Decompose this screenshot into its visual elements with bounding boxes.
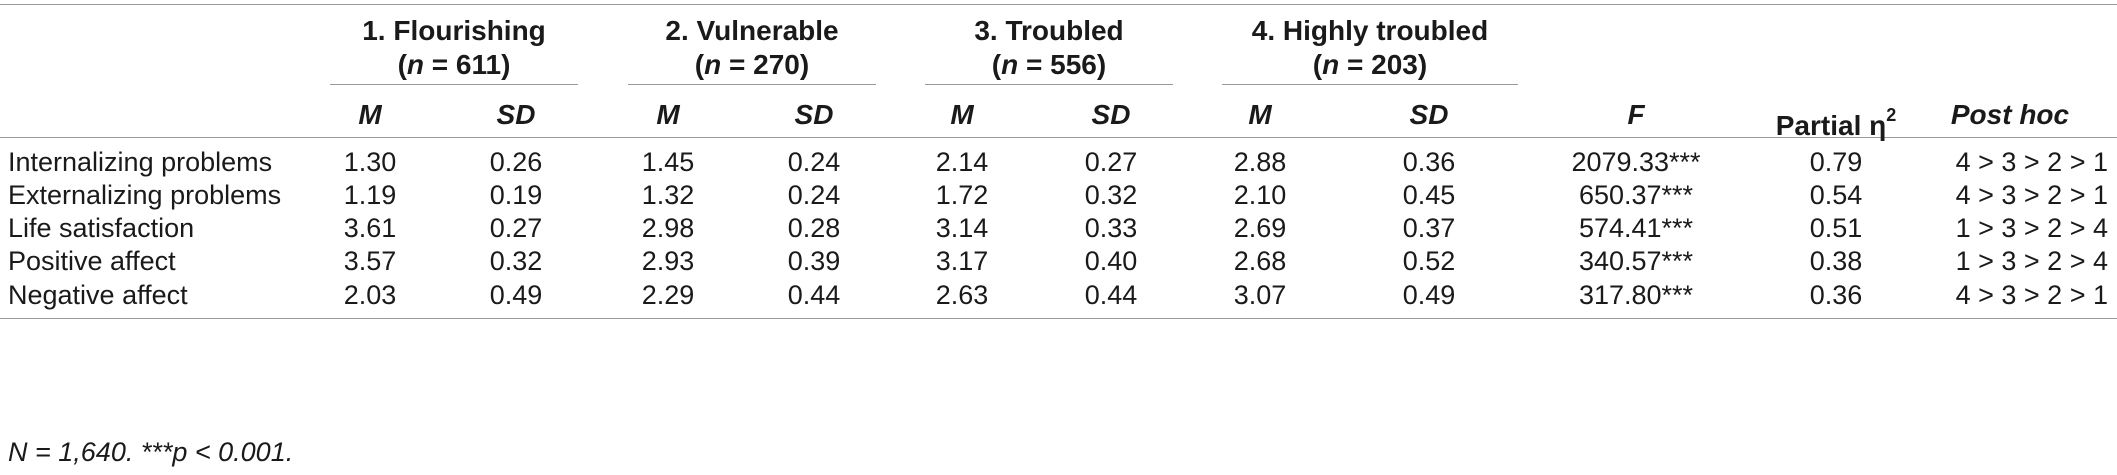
header-m-3: M — [950, 99, 974, 130]
group-header-3: 3. Troubled (n = 556) — [974, 15, 1124, 80]
cell-m2: 2.98 — [641, 213, 695, 243]
cell-sd3: 0.32 — [1084, 180, 1138, 210]
table-footnote: N = 1,640. ***p < 0.001. — [8, 437, 294, 467]
row-label: Life satisfaction — [8, 213, 195, 243]
group-underline-2 — [628, 84, 876, 85]
cell-sd2: 0.24 — [787, 147, 841, 177]
group-header-1: 1. Flourishing (n = 611) — [362, 15, 546, 80]
group-header-2: 2. Vulnerable (n = 270) — [665, 15, 839, 80]
cell-sd4: 0.52 — [1402, 246, 1456, 276]
cell-m1: 1.19 — [343, 180, 397, 210]
cell-sd1: 0.49 — [489, 280, 543, 310]
cell-m1: 3.57 — [343, 246, 397, 276]
cell-m2: 1.45 — [641, 147, 695, 177]
cell-m4: 2.69 — [1233, 213, 1287, 243]
cell-sd4: 0.45 — [1402, 180, 1456, 210]
cell-m3: 3.14 — [935, 213, 989, 243]
row-label: Negative affect — [8, 280, 188, 310]
cell-sd4: 0.37 — [1402, 213, 1456, 243]
row-label: Positive affect — [8, 246, 176, 276]
cell-posthoc: 4 > 3 > 2 > 1 — [1955, 280, 2108, 310]
cell-sd2: 0.44 — [787, 280, 841, 310]
group-underline-1 — [330, 84, 578, 85]
cell-eta: 0.51 — [1809, 213, 1863, 243]
cell-sd2: 0.28 — [787, 213, 841, 243]
cell-m1: 3.61 — [343, 213, 397, 243]
cell-m2: 2.29 — [641, 280, 695, 310]
header-sd-2: SD — [794, 99, 834, 130]
cell-eta: 0.79 — [1809, 147, 1863, 177]
cell-m2: 2.93 — [641, 246, 695, 276]
header-rule — [0, 137, 2117, 138]
cell-f: 340.57*** — [1578, 246, 1694, 276]
cell-f: 2079.33*** — [1571, 147, 1701, 177]
cell-f: 574.41*** — [1578, 213, 1694, 243]
cell-m2: 1.32 — [641, 180, 695, 210]
header-m-1: M — [358, 99, 382, 130]
group-underline-3 — [925, 84, 1173, 85]
row-label: Externalizing problems — [8, 180, 282, 210]
cell-posthoc: 1 > 3 > 2 > 4 — [1955, 213, 2108, 243]
cell-eta: 0.36 — [1809, 280, 1863, 310]
cell-eta: 0.54 — [1809, 180, 1863, 210]
cell-m3: 3.17 — [935, 246, 989, 276]
cell-f: 317.80*** — [1578, 280, 1694, 310]
cell-m4: 3.07 — [1233, 280, 1287, 310]
header-m-4: M — [1248, 99, 1272, 130]
cell-sd4: 0.49 — [1402, 280, 1456, 310]
cell-m4: 2.68 — [1233, 246, 1287, 276]
bottom-rule — [0, 318, 2117, 319]
cell-m1: 2.03 — [343, 280, 397, 310]
cell-posthoc: 1 > 3 > 2 > 4 — [1955, 246, 2108, 276]
cell-sd3: 0.27 — [1084, 147, 1138, 177]
cell-m1: 1.30 — [343, 147, 397, 177]
cell-sd1: 0.32 — [489, 246, 543, 276]
cell-posthoc: 4 > 3 > 2 > 1 — [1955, 180, 2108, 210]
cell-sd3: 0.40 — [1084, 246, 1138, 276]
cell-m3: 2.14 — [935, 147, 989, 177]
header-post-hoc: Post hoc — [1950, 99, 2070, 130]
group-header-4: 4. Highly troubled (n = 203) — [1251, 15, 1489, 80]
cell-eta: 0.38 — [1809, 246, 1863, 276]
cell-m3: 2.63 — [935, 280, 989, 310]
cell-sd2: 0.24 — [787, 180, 841, 210]
cell-sd2: 0.39 — [787, 246, 841, 276]
cell-sd4: 0.36 — [1402, 147, 1456, 177]
top-rule — [0, 4, 2117, 5]
header-sd-3: SD — [1091, 99, 1131, 130]
cell-m4: 2.10 — [1233, 180, 1287, 210]
header-sd-4: SD — [1409, 99, 1449, 130]
row-label: Internalizing problems — [8, 147, 273, 177]
cell-sd1: 0.26 — [489, 147, 543, 177]
header-f: F — [1627, 99, 1645, 130]
header-sd-1: SD — [496, 99, 536, 130]
header-partial-eta: Partial η2 — [1775, 105, 1897, 141]
cell-posthoc: 4 > 3 > 2 > 1 — [1955, 147, 2108, 177]
group-underline-4 — [1222, 84, 1518, 85]
cell-sd1: 0.19 — [489, 180, 543, 210]
header-m-2: M — [656, 99, 680, 130]
cell-sd3: 0.33 — [1084, 213, 1138, 243]
cell-sd3: 0.44 — [1084, 280, 1138, 310]
cell-m4: 2.88 — [1233, 147, 1287, 177]
cell-f: 650.37*** — [1578, 180, 1694, 210]
cell-sd1: 0.27 — [489, 213, 543, 243]
cell-m3: 1.72 — [935, 180, 989, 210]
